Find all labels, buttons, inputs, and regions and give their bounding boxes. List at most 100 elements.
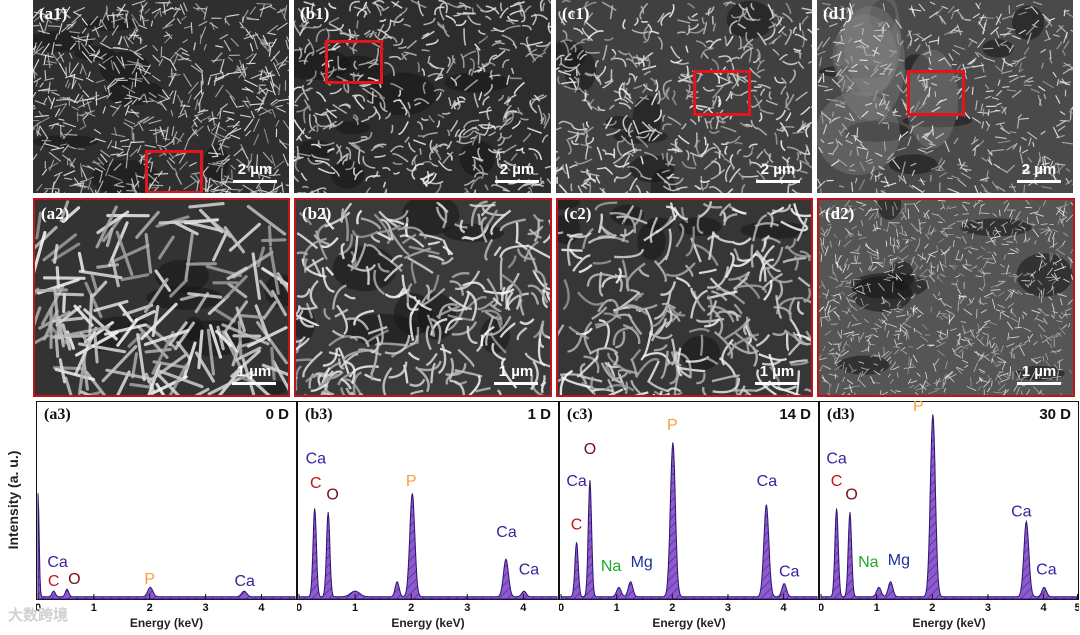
chart-title: 14 D <box>779 406 811 423</box>
peak-label-o: O <box>845 486 857 503</box>
scale-bar-line <box>232 382 276 385</box>
spectrum-area <box>820 414 1078 600</box>
scale-bar: 2 µm <box>495 161 539 183</box>
eds-y-axis-label-text: Intensity (a. u.) <box>5 450 21 550</box>
spectrum-area <box>560 442 818 600</box>
x-axis-label: Energy (keV) <box>912 616 985 630</box>
scale-bar-line <box>1017 382 1061 385</box>
peak-label-c: C <box>48 573 60 590</box>
x-axis-label: Energy (keV) <box>130 616 203 630</box>
x-tick-label: 4 <box>1041 602 1048 614</box>
scale-bar: 1 µm <box>494 363 538 385</box>
panel-label: (b1) <box>300 4 330 23</box>
peak-label-p: P <box>667 417 678 434</box>
x-tick-label: 2 <box>147 602 153 614</box>
scale-bar-line <box>1017 180 1061 183</box>
peak-label-ca: Ca <box>496 524 517 541</box>
plot-frame <box>297 401 559 600</box>
sem-panel-d2: (d2) 1 µm <box>817 198 1075 397</box>
sem-texture <box>819 200 1073 395</box>
peak-label-ca: Ca <box>566 473 587 490</box>
scale-bar-line <box>494 382 538 385</box>
peak-label-ca: Ca <box>306 451 327 468</box>
peak-label-ca: Ca <box>47 554 68 571</box>
sem-panel-c2: (c2) 1 µm <box>556 198 813 397</box>
x-tick-label: 3 <box>464 602 470 614</box>
plot-frame <box>36 401 297 600</box>
peak-label-na: Na <box>601 558 622 575</box>
chart-title: 0 D <box>266 406 290 423</box>
scale-bar: 2 µm <box>1017 161 1061 183</box>
plot-frame <box>559 401 819 600</box>
peak-label-c: C <box>310 475 322 492</box>
peak-label-ca: Ca <box>234 573 255 590</box>
panel-label: (c1) <box>562 4 590 23</box>
sem-panel-c1: (c1) 2 µm <box>556 0 812 193</box>
scale-bar-text: 2 µm <box>1021 161 1057 178</box>
x-tick-label: 0 <box>297 602 302 614</box>
eds-chart-c3: 0 1 2 3 4 Energy (keV) (c3) 14 D O Ca C P Na Mg Ca Ca <box>559 401 819 630</box>
chart-title: 30 D <box>1039 406 1071 423</box>
scale-bar-text: 2 µm <box>237 161 273 178</box>
peak-label-mg: Mg <box>631 554 653 571</box>
x-tick-label: 4 <box>520 602 527 614</box>
x-tick-label: 3 <box>725 602 731 614</box>
panel-label: (a2) <box>41 204 70 223</box>
x-tick-label: 3 <box>985 602 991 614</box>
panel-label: (a1) <box>39 4 68 23</box>
sem-texture <box>294 0 551 193</box>
x-tick-label: 5 <box>1074 602 1079 614</box>
peak-label-o: O <box>68 571 80 588</box>
peak-label-o: O <box>326 486 338 503</box>
plot-frame <box>819 401 1079 600</box>
scale-bar: 2 µm <box>756 161 800 183</box>
eds-chart-b3: 0 1 2 3 4 Energy (keV) (b3) 1 D Ca CO P Ca Ca <box>297 401 559 630</box>
zoom-roi-box <box>325 40 383 84</box>
scale-bar: 1 µm <box>1017 363 1061 385</box>
peak-label-ca: Ca <box>1011 503 1032 520</box>
sem-texture <box>33 0 289 193</box>
watermark: 大数跨境 <box>8 607 69 624</box>
x-tick-label: 0 <box>36 602 41 614</box>
x-axis-label: Energy (keV) <box>391 616 464 630</box>
zoom-roi-box <box>145 150 203 193</box>
x-tick-label: 2 <box>929 602 935 614</box>
scale-bar-text: 2 µm <box>760 161 796 178</box>
sem-panel-b1: (b1) 2 µm <box>294 0 551 193</box>
scale-bar: 1 µm <box>232 363 276 385</box>
panel-label: (c2) <box>564 204 592 223</box>
scale-bar: 1 µm <box>755 363 799 385</box>
sem-texture <box>296 200 550 395</box>
peak-label-p: P <box>406 473 417 490</box>
x-tick-label: 0 <box>559 602 564 614</box>
peak-label-mg: Mg <box>888 552 910 569</box>
peak-label-p: P <box>913 401 924 415</box>
sem-panel-b2: (b2) 1 µm <box>294 198 552 397</box>
panel-label: (a3) <box>44 406 71 423</box>
scale-bar-text: 1 µm <box>1021 363 1057 380</box>
x-tick-label: 1 <box>874 602 880 614</box>
scale-bar: 2 µm <box>233 161 277 183</box>
panel-label: (d2) <box>825 204 855 223</box>
peak-label-ca: Ca <box>519 562 540 579</box>
eds-chart-d3: 0 1 2 3 4 5 Energy (keV) (d3) 30 D P Ca CO Na Mg Ca Ca <box>819 401 1079 630</box>
x-tick-label: 2 <box>669 602 675 614</box>
scale-bar-line <box>756 180 800 183</box>
panel-label: (c3) <box>567 406 593 423</box>
scale-bar-line <box>495 180 539 183</box>
peak-label-c: C <box>571 516 583 533</box>
x-tick-label: 3 <box>203 602 209 614</box>
peak-label-na: Na <box>858 554 879 571</box>
spectrum-area <box>298 493 558 600</box>
sem-panel-d1: (d1) 2 µm <box>817 0 1073 193</box>
panel-label: (b3) <box>305 406 333 423</box>
panel-label: (b2) <box>302 204 332 223</box>
sem-texture <box>556 0 812 193</box>
x-tick-label: 1 <box>614 602 620 614</box>
peak-label-ca: Ca <box>757 473 778 490</box>
x-tick-label: 2 <box>408 602 414 614</box>
peak-label-p: P <box>144 571 155 588</box>
x-tick-label: 1 <box>352 602 358 614</box>
peak-label-c: C <box>831 473 843 490</box>
x-tick-label: 4 <box>781 602 788 614</box>
